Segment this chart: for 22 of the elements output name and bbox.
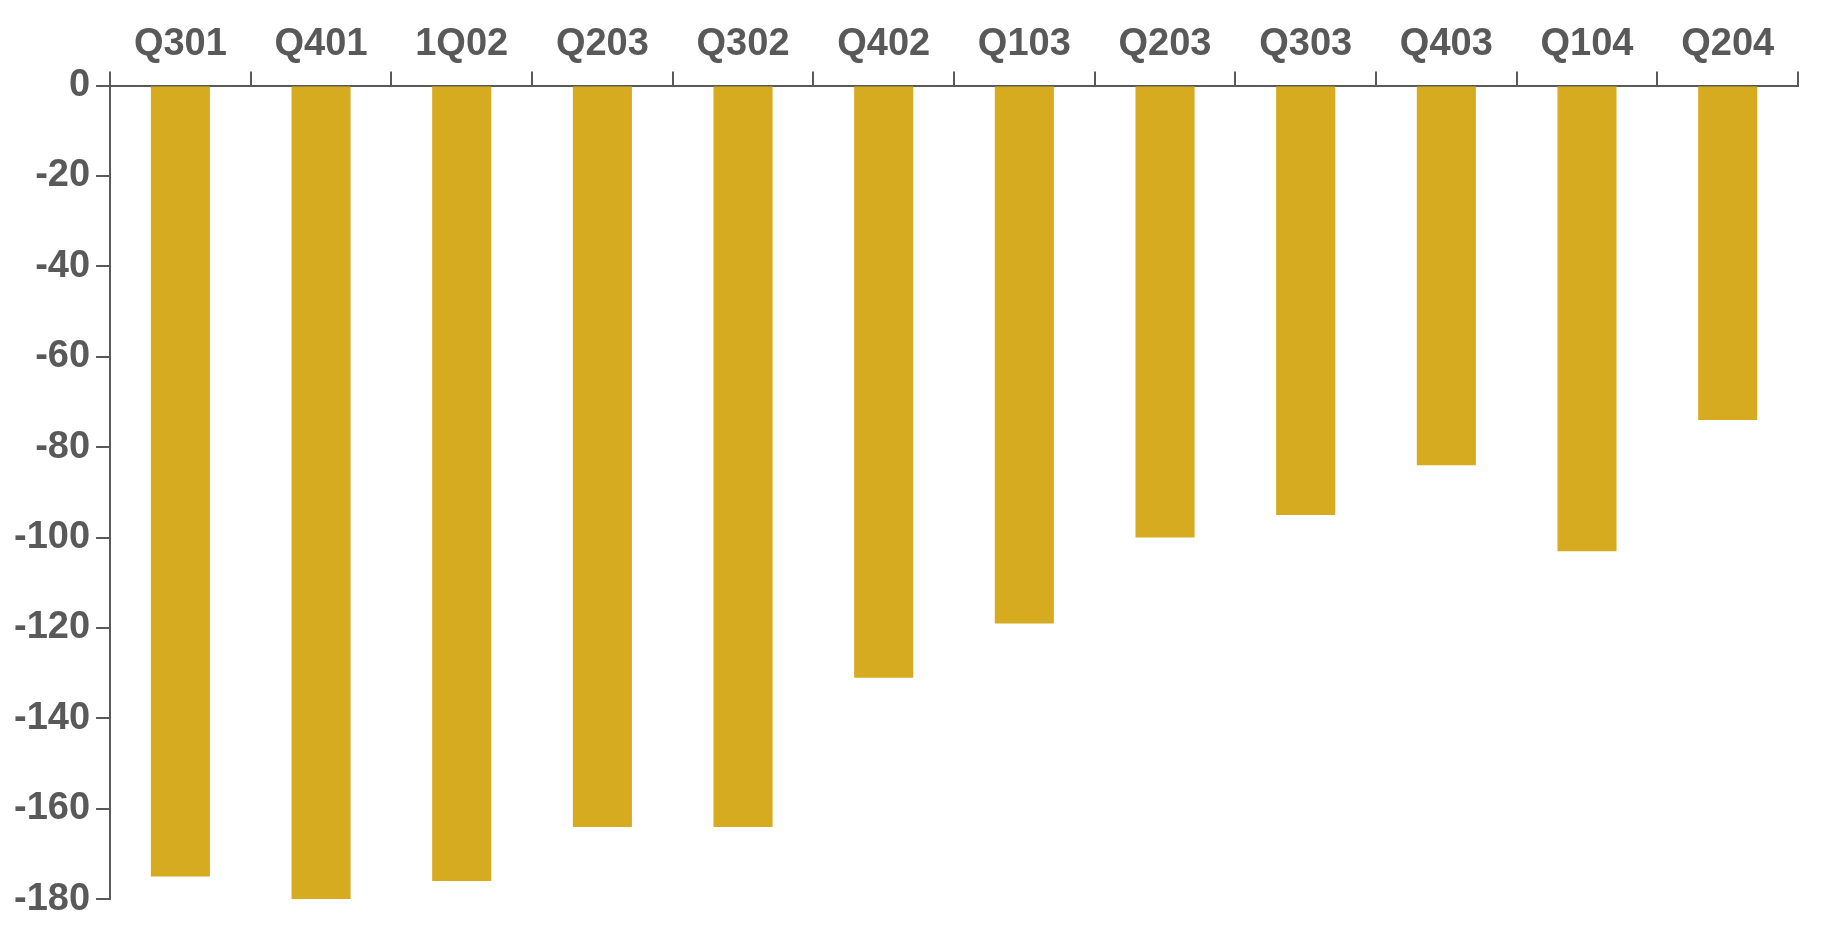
x-tick-label: Q401	[274, 21, 368, 64]
x-tick-label: Q403	[1399, 21, 1493, 64]
x-tick-label: Q103	[977, 21, 1071, 64]
x-tick-label: Q104	[1540, 21, 1634, 64]
x-tick-label: Q203	[555, 21, 649, 64]
y-tick-label: -120	[13, 604, 91, 647]
y-tick-label: -20	[35, 152, 91, 195]
y-tick-label: -160	[13, 785, 91, 828]
y-tick-label: -80	[35, 423, 91, 466]
x-tick-label: Q402	[837, 21, 931, 64]
y-tick-label: -140	[13, 694, 91, 737]
y-tick-label: -100	[13, 514, 91, 557]
x-tick-label: Q302	[696, 21, 790, 64]
x-tick-label: Q303	[1259, 21, 1353, 64]
x-tick-label: Q203	[1118, 21, 1212, 64]
y-tick-label: -60	[35, 333, 91, 376]
y-tick-label: -40	[35, 242, 91, 285]
x-tick-label: 1Q02	[415, 21, 509, 64]
x-tick-label: Q204	[1681, 21, 1775, 64]
y-tick-label: -180	[13, 875, 91, 918]
y-tick-label: 0	[68, 62, 91, 105]
x-tick-label: Q301	[133, 21, 227, 64]
